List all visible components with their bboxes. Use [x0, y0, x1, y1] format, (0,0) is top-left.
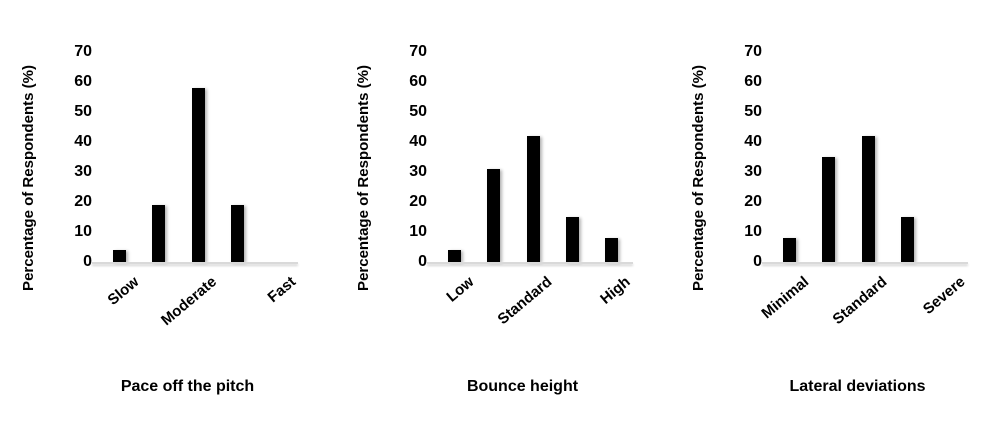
- chart-title: Lateral deviations: [789, 378, 926, 395]
- bar: [604, 238, 618, 262]
- bar: [900, 217, 914, 262]
- x-axis-line: [762, 262, 968, 264]
- x-axis-line: [92, 262, 298, 264]
- x-category-label: Severe: [920, 273, 969, 318]
- y-tick-label: 0: [418, 253, 427, 270]
- y-tick-label: 30: [409, 163, 427, 180]
- x-axis-category-labels: Low Standard High: [435, 268, 634, 363]
- bar-series: [100, 52, 296, 262]
- y-axis-title: Percentage of Respondents (%): [20, 65, 37, 291]
- bar: [822, 157, 836, 262]
- y-tick-label: 40: [74, 133, 92, 150]
- y-tick-label: 10: [74, 223, 92, 240]
- bar: [152, 205, 166, 262]
- y-axis-tick-labels: 0 10 20 30 40 50 60 70: [391, 44, 427, 270]
- y-tick-label: 70: [74, 43, 92, 60]
- x-category-label: High: [597, 273, 634, 308]
- y-axis-title: Percentage of Respondents (%): [690, 65, 707, 291]
- bar-series: [435, 52, 631, 262]
- y-tick-label: 50: [74, 103, 92, 120]
- plot-area: [427, 52, 633, 264]
- y-tick-label: 40: [409, 133, 427, 150]
- x-category-label: Slow: [104, 273, 142, 309]
- y-tick-label: 70: [744, 43, 762, 60]
- x-category-label: Fast: [264, 273, 299, 307]
- chart-panel-pace-off-the-pitch: Percentage of Respondents (%) 0 10 20 30 40 5…: [0, 0, 335, 424]
- chart-panel-bounce-height: Percentage of Respondents (%) 0 10 20 30 40 5…: [335, 0, 670, 424]
- y-axis-title: Percentage of Respondents (%): [355, 65, 372, 291]
- bar: [783, 238, 797, 262]
- plot-area: [762, 52, 968, 264]
- y-tick-label: 60: [409, 73, 427, 90]
- y-tick-label: 30: [74, 163, 92, 180]
- x-category-label: Minimal: [758, 273, 812, 323]
- bar: [487, 169, 501, 262]
- y-tick-label: 20: [74, 193, 92, 210]
- plot-area: [92, 52, 298, 264]
- x-category-label: Moderate: [158, 273, 221, 330]
- chart-title: Bounce height: [466, 378, 579, 395]
- y-axis-tick-labels: 0 10 20 30 40 50 60 70: [56, 44, 92, 270]
- bar: [861, 136, 875, 262]
- x-category-label: Low: [442, 273, 477, 306]
- x-category-label: Standard: [494, 273, 556, 329]
- y-tick-label: 20: [744, 193, 762, 210]
- y-tick-label: 60: [74, 73, 92, 90]
- y-tick-label: 20: [409, 193, 427, 210]
- bar: [526, 136, 540, 262]
- chart-panel-lateral-deviations: Percentage of Respondents (%) 0 10 20 30 40 5…: [670, 0, 1005, 424]
- y-tick-label: 10: [409, 223, 427, 240]
- x-axis-category-labels: Minimal Standard Severe: [758, 268, 969, 363]
- bar: [565, 217, 579, 262]
- y-axis-tick-labels: 0 10 20 30 40 50 60 70: [726, 44, 762, 270]
- x-axis-category-labels: Slow Moderate Fast: [100, 268, 299, 363]
- y-tick-label: 60: [744, 73, 762, 90]
- x-category-label: Standard: [829, 273, 891, 329]
- y-tick-label: 50: [744, 103, 762, 120]
- x-axis-line: [427, 262, 633, 264]
- y-tick-label: 40: [744, 133, 762, 150]
- bar: [448, 250, 462, 262]
- bar-series: [770, 52, 966, 262]
- y-tick-label: 10: [744, 223, 762, 240]
- y-tick-label: 30: [744, 163, 762, 180]
- y-tick-label: 50: [409, 103, 427, 120]
- chart-title: Pace off the pitch: [120, 378, 255, 395]
- y-tick-label: 70: [409, 43, 427, 60]
- y-tick-label: 0: [83, 253, 92, 270]
- y-tick-label: 0: [753, 253, 762, 270]
- bar: [191, 88, 205, 262]
- bar: [113, 250, 127, 262]
- bar: [230, 205, 244, 262]
